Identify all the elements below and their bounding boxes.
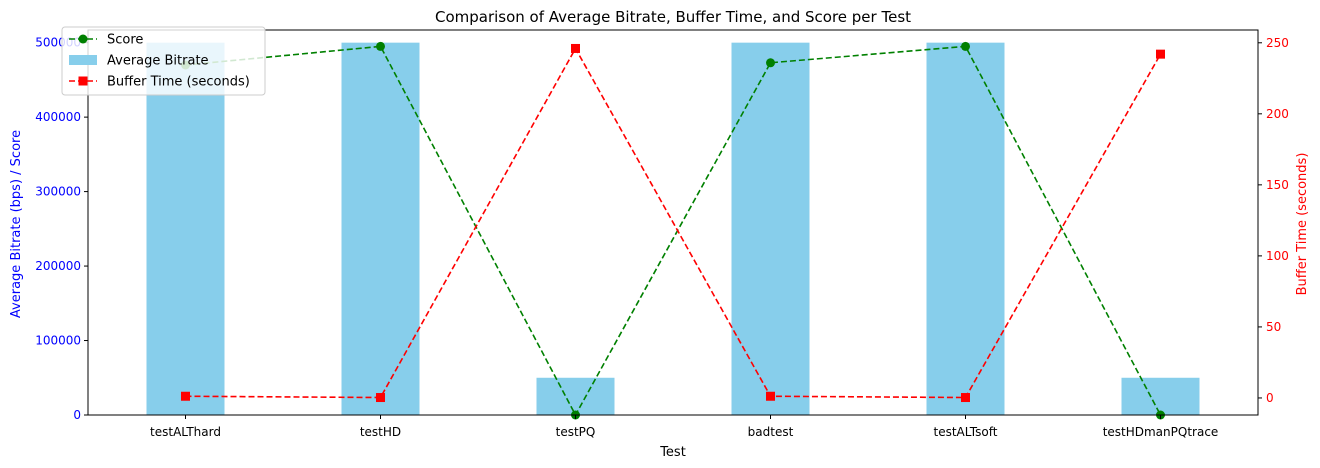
bar-testHD <box>341 42 420 415</box>
buffer-time-seconds-point-badtest <box>766 391 775 401</box>
x-tick-label-badtest: badtest <box>748 425 794 439</box>
score-point-testALTsoft <box>961 41 970 51</box>
x-tick-label-testHD: testHD <box>360 425 401 439</box>
x-axis-label: Test <box>659 445 686 460</box>
bar-testALThard <box>146 42 225 415</box>
right-tick-label: 0 <box>1266 391 1274 405</box>
x-tick-label-testPQ: testPQ <box>556 425 596 439</box>
right-tick-label: 200 <box>1266 107 1289 121</box>
left-tick-label: 300000 <box>35 185 81 199</box>
legend-box <box>61 26 266 96</box>
bar-badtest <box>731 42 810 415</box>
bar-series <box>146 42 1200 415</box>
right-tick-label: 50 <box>1266 320 1281 334</box>
legend-label: Score <box>107 33 143 48</box>
buffer-time-seconds-point-testHDmanPQtrace <box>1156 49 1165 59</box>
right-tick-label: 250 <box>1266 36 1289 50</box>
right-tick-label: 150 <box>1266 178 1289 192</box>
left-tick-label: 100000 <box>35 334 81 348</box>
buffer-time-seconds-point-testALTsoft <box>961 393 970 403</box>
x-axis-ticks: testALThard testHD testPQ badtest testALTsof… <box>150 415 1218 439</box>
legend-marker <box>78 34 88 44</box>
x-tick-label-testALThard: testALThard <box>150 425 221 439</box>
legend-marker <box>78 76 88 86</box>
score-line <box>185 45 1162 417</box>
score-point-badtest <box>766 58 775 68</box>
left-tick-label: 0 <box>73 408 81 422</box>
right-axis-ticks: 0 50 100 150 200 250 <box>1258 36 1289 405</box>
legend-label: Buffer Time (seconds) <box>107 75 250 90</box>
left-tick-label: 400000 <box>35 110 81 124</box>
legend: Score Average Bitrate Buffer Time (seconds… <box>61 26 266 96</box>
legend-swatch-bar <box>69 55 97 65</box>
buffer-time-seconds-point-testALThard <box>181 391 190 401</box>
right-axis-label: Buffer Time (seconds) <box>1295 153 1310 296</box>
left-tick-label: 200000 <box>35 259 81 273</box>
score-point-testHD <box>376 41 385 51</box>
legend-label: Average Bitrate <box>107 54 209 69</box>
buffer-time-seconds-point-testHD <box>376 393 385 403</box>
right-tick-label: 100 <box>1266 249 1289 263</box>
bar-testHDmanPQtrace <box>1121 377 1200 415</box>
axes-frame <box>87 29 1259 416</box>
line-series <box>181 41 1165 420</box>
bar-testPQ <box>536 377 615 415</box>
chart-title: Comparison of Average Bitrate, Buffer Ti… <box>435 8 911 26</box>
buffer-time-seconds-point-testPQ <box>571 43 580 53</box>
x-tick-label-testHDmanPQtrace: testHDmanPQtrace <box>1103 425 1219 439</box>
buffer-time-seconds-line <box>185 46 1162 399</box>
bar-testALTsoft <box>926 42 1005 415</box>
plot-frame <box>87 29 1259 416</box>
left-axis-label: Average Bitrate (bps) / Score <box>9 130 24 318</box>
x-tick-label-testALTsoft: testALTsoft <box>934 425 998 439</box>
